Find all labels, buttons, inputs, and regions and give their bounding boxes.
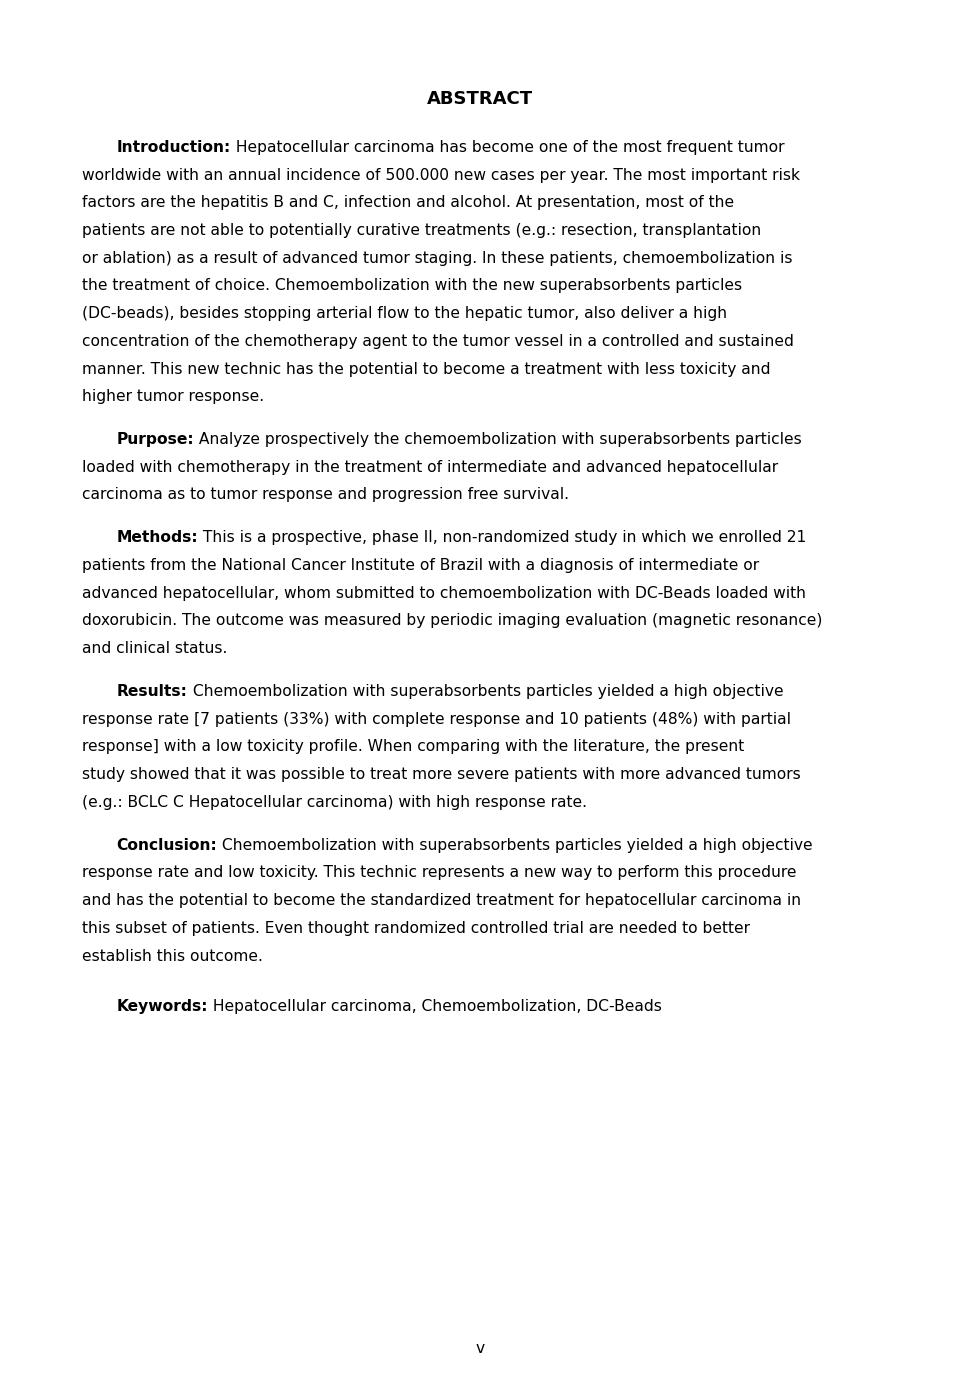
Text: Hepatocellular carcinoma has become one of the most frequent tumor: Hepatocellular carcinoma has become one … — [231, 140, 784, 155]
Text: and clinical status.: and clinical status. — [82, 642, 228, 656]
Text: manner. This new technic has the potential to become a treatment with less toxic: manner. This new technic has the potenti… — [82, 362, 771, 376]
Text: response rate and low toxicity. This technic represents a new way to perform thi: response rate and low toxicity. This tec… — [82, 865, 797, 881]
Text: loaded with chemotherapy in the treatment of intermediate and advanced hepatocel: loaded with chemotherapy in the treatmen… — [82, 460, 779, 475]
Text: v: v — [475, 1341, 485, 1356]
Text: ABSTRACT: ABSTRACT — [427, 89, 533, 108]
Text: patients from the National Cancer Institute of Brazil with a diagnosis of interm: patients from the National Cancer Instit… — [82, 558, 759, 573]
Text: or ablation) as a result of advanced tumor staging. In these patients, chemoembo: or ablation) as a result of advanced tum… — [82, 250, 793, 266]
Text: study showed that it was possible to treat more severe patients with more advanc: study showed that it was possible to tre… — [82, 768, 801, 781]
Text: Methods:: Methods: — [117, 530, 199, 545]
Text: (e.g.: BCLC C Hepatocellular carcinoma) with high response rate.: (e.g.: BCLC C Hepatocellular carcinoma) … — [82, 795, 587, 809]
Text: establish this outcome.: establish this outcome. — [82, 948, 263, 963]
Text: factors are the hepatitis B and C, infection and alcohol. At presentation, most : factors are the hepatitis B and C, infec… — [82, 196, 734, 210]
Text: Introduction:: Introduction: — [117, 140, 231, 155]
Text: concentration of the chemotherapy agent to the tumor vessel in a controlled and : concentration of the chemotherapy agent … — [82, 334, 794, 350]
Text: this subset of patients. Even thought randomized controlled trial are needed to : this subset of patients. Even thought ra… — [82, 921, 750, 935]
Text: higher tumor response.: higher tumor response. — [82, 389, 264, 404]
Text: Analyze prospectively the chemoembolization with superabsorbents particles: Analyze prospectively the chemoembolizat… — [194, 432, 803, 447]
Text: Hepatocellular carcinoma, Chemoembolization, DC-Beads: Hepatocellular carcinoma, Chemoembolizat… — [208, 1000, 662, 1014]
Text: This is a prospective, phase II, non-randomized study in which we enrolled 21: This is a prospective, phase II, non-ran… — [199, 530, 806, 545]
Text: Chemoembolization with superabsorbents particles yielded a high objective: Chemoembolization with superabsorbents p… — [218, 837, 813, 853]
Text: advanced hepatocellular, whom submitted to chemoembolization with DC-Beads loade: advanced hepatocellular, whom submitted … — [82, 586, 806, 601]
Text: and has the potential to become the standardized treatment for hepatocellular ca: and has the potential to become the stan… — [82, 893, 802, 909]
Text: Conclusion:: Conclusion: — [117, 837, 218, 853]
Text: Results:: Results: — [117, 684, 187, 699]
Text: Keywords:: Keywords: — [117, 1000, 208, 1014]
Text: response rate [7 patients (33%) with complete response and 10 patients (48%) wit: response rate [7 patients (33%) with com… — [82, 712, 791, 727]
Text: worldwide with an annual incidence of 500.000 new cases per year. The most impor: worldwide with an annual incidence of 50… — [82, 168, 800, 183]
Text: carcinoma as to tumor response and progression free survival.: carcinoma as to tumor response and progr… — [82, 488, 569, 502]
Text: Chemoembolization with superabsorbents particles yielded a high objective: Chemoembolization with superabsorbents p… — [187, 684, 783, 699]
Text: doxorubicin. The outcome was measured by periodic imaging evaluation (magnetic r: doxorubicin. The outcome was measured by… — [82, 614, 823, 629]
Text: response] with a low toxicity profile. When comparing with the literature, the p: response] with a low toxicity profile. W… — [82, 740, 744, 755]
Text: the treatment of choice. Chemoembolization with the new superabsorbents particle: the treatment of choice. Chemoembolizati… — [82, 278, 742, 294]
Text: (DC-beads), besides stopping arterial flow to the hepatic tumor, also deliver a : (DC-beads), besides stopping arterial fl… — [82, 306, 727, 322]
Text: patients are not able to potentially curative treatments (e.g.: resection, trans: patients are not able to potentially cur… — [82, 224, 761, 238]
Text: Purpose:: Purpose: — [117, 432, 194, 447]
